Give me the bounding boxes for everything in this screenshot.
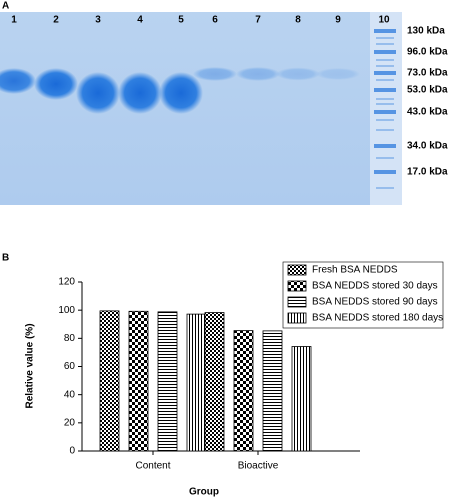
y-tick-label: 100: [58, 305, 75, 316]
bar: [186, 313, 207, 452]
marker-band: [374, 71, 396, 75]
marker-band: [376, 129, 394, 131]
marker-band: [374, 88, 396, 92]
marker-band: [376, 187, 394, 189]
band: [159, 72, 203, 114]
x-tick-label: Bioactive: [238, 461, 279, 472]
band: [193, 67, 237, 81]
y-tick-label: 20: [64, 417, 76, 428]
lane-number: 7: [255, 15, 261, 26]
y-tick-label: 80: [64, 333, 76, 344]
bar: [291, 346, 312, 452]
bar: [157, 311, 178, 452]
legend-label: BSA NEDDS stored 90 days: [312, 297, 438, 308]
marker-band: [376, 43, 394, 45]
band: [118, 72, 162, 114]
band: [76, 72, 120, 114]
lane-number: 8: [295, 15, 301, 26]
lane-number: 10: [378, 15, 390, 26]
marker-band: [376, 79, 394, 81]
marker-label: 34.0 kDa: [407, 141, 448, 152]
y-tick-label: 40: [64, 389, 76, 400]
marker-label: 43.0 kDa: [407, 107, 448, 118]
lane-number: 1: [11, 15, 17, 26]
panel-label: B: [2, 253, 9, 264]
marker-area: [402, 12, 451, 205]
marker-label: 96.0 kDa: [407, 47, 448, 58]
bar: [233, 330, 254, 452]
lane-number: 6: [212, 15, 218, 26]
marker-label: 17.0 kDa: [407, 167, 448, 178]
x-axis-label: Group: [189, 487, 219, 498]
legend-label: Fresh BSA NEDDS: [312, 265, 398, 276]
marker-band: [376, 157, 394, 159]
legend-swatch: [287, 312, 307, 324]
y-tick-label: 60: [64, 361, 76, 372]
band: [0, 68, 36, 94]
legend-label: BSA NEDDS stored 30 days: [312, 281, 438, 292]
marker-label: 53.0 kDa: [407, 85, 448, 96]
y-axis-label: Relative value (%): [25, 323, 36, 408]
legend-swatch: [287, 280, 307, 292]
bar: [128, 310, 149, 452]
marker-band: [374, 110, 396, 114]
legend-swatch: [287, 264, 307, 276]
marker-band: [376, 65, 394, 67]
band: [236, 67, 280, 81]
bar: [262, 330, 283, 452]
lane-number: 9: [335, 15, 341, 26]
marker-band: [376, 119, 394, 121]
band: [34, 68, 78, 100]
marker-band: [374, 170, 396, 174]
marker-band: [376, 98, 394, 100]
marker-band: [376, 59, 394, 61]
legend-box: [282, 261, 444, 329]
legend-swatch: [287, 296, 307, 308]
gel: [0, 12, 402, 205]
marker-lane: [370, 12, 402, 205]
lane-number: 4: [137, 15, 143, 26]
lane-number: 5: [178, 15, 184, 26]
band: [276, 67, 320, 81]
lane-number: 3: [95, 15, 101, 26]
marker-label: 130 kDa: [407, 26, 445, 37]
x-tick-label: Content: [135, 461, 170, 472]
lane-number: 2: [53, 15, 59, 26]
panel-label: A: [2, 1, 9, 12]
marker-band: [374, 144, 396, 148]
marker-band: [374, 29, 396, 33]
marker-band: [376, 37, 394, 39]
marker-label: 73.0 kDa: [407, 68, 448, 79]
legend-label: BSA NEDDS stored 180 days: [312, 313, 443, 324]
bar: [99, 310, 120, 452]
marker-band: [374, 50, 396, 54]
band: [316, 68, 360, 80]
y-tick-label: 120: [58, 277, 75, 288]
bar: [204, 312, 225, 452]
marker-band: [376, 103, 394, 105]
y-tick-label: 0: [69, 446, 75, 457]
